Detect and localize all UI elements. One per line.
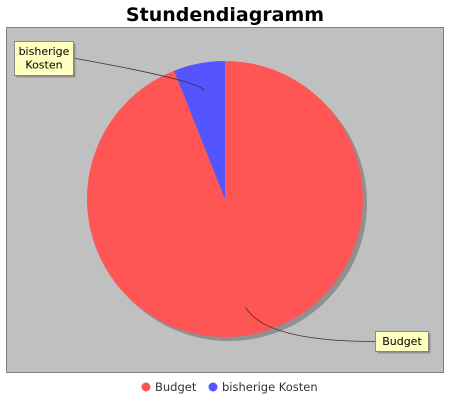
slice-label-box <box>375 331 429 352</box>
legend: Budget bisherige Kosten <box>141 380 318 394</box>
legend-swatch <box>208 382 218 392</box>
legend-swatch <box>141 382 151 392</box>
pie-slice-bisherige-kosten <box>174 61 225 199</box>
pie-slice-budget <box>86 61 363 338</box>
slice-label: Budget <box>375 331 431 354</box>
slice-label-text: bisherige <box>19 45 70 58</box>
slice-label-text: Budget <box>382 335 422 348</box>
legend-label: bisherige Kosten <box>222 380 318 394</box>
leader-line <box>72 57 205 91</box>
slice-label-text: Kosten <box>25 59 62 72</box>
legend-label: Budget <box>155 380 197 394</box>
chart-title: Stundendiagramm <box>125 4 325 26</box>
leader-line <box>245 307 376 342</box>
slice-label-box <box>14 41 74 76</box>
legend-item: Budget <box>141 380 197 394</box>
legend-item: bisherige Kosten <box>208 380 318 394</box>
